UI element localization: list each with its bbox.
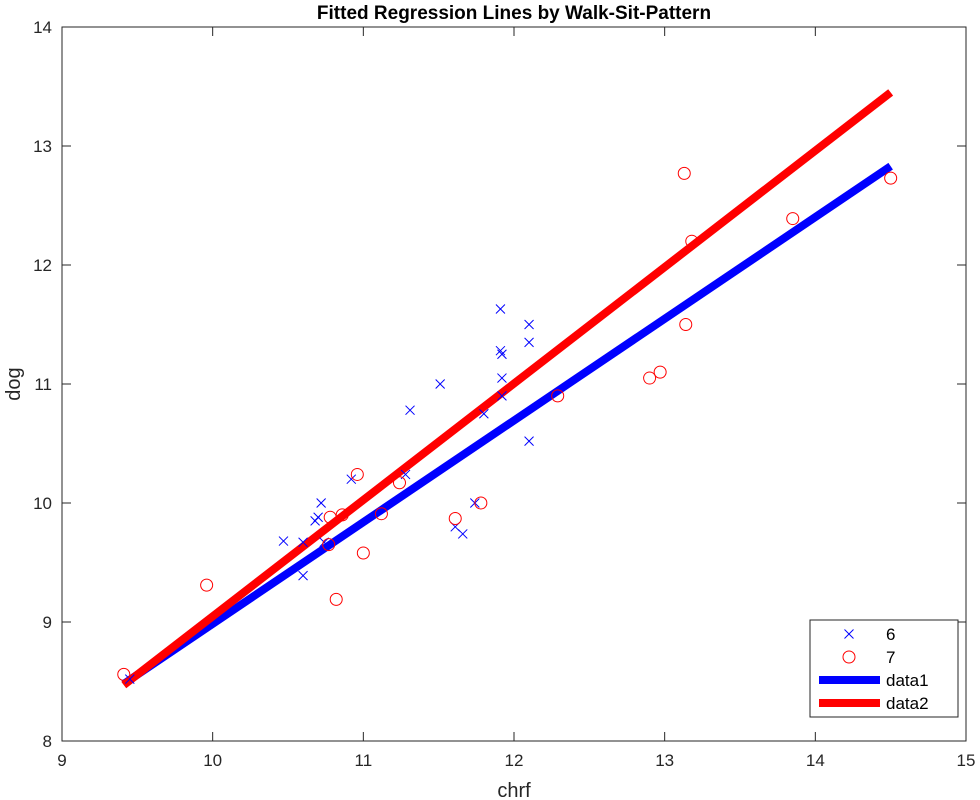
marker-x-point: [298, 570, 308, 581]
marker-o-point: [474, 496, 488, 510]
marker-x-point: [524, 436, 534, 446]
x-tick-label: 11: [355, 751, 373, 770]
x-axis-label: chrf: [497, 780, 531, 800]
marker-o-point: [786, 212, 800, 226]
marker-x-point: [124, 674, 135, 684]
x-tick-label: 14: [806, 751, 825, 770]
marker-o-point: [350, 467, 364, 481]
marker-x-point: [497, 349, 507, 360]
marker-x-point: [313, 512, 323, 523]
marker-x-stroke: [524, 319, 534, 330]
marker-x-stroke: [495, 345, 506, 356]
y-tick-label: 9: [43, 613, 52, 632]
marker-x-point: [524, 319, 534, 330]
marker-o-point: [323, 510, 337, 524]
marker-o-point: [392, 476, 406, 490]
marker-x-point: [457, 529, 468, 539]
marker-x-stroke: [524, 337, 534, 348]
marker-x-stroke: [497, 349, 507, 360]
chart-title: Fitted Regression Lines by Walk-Sit-Patt…: [317, 3, 711, 24]
marker-o-point: [551, 389, 565, 403]
legend-entry-label: data1: [886, 671, 929, 690]
marker-o-point: [884, 171, 898, 185]
y-tick-label: 12: [33, 256, 52, 275]
y-tick-label: 8: [43, 732, 52, 751]
marker-o-point: [677, 166, 691, 180]
series-7: [117, 166, 898, 681]
marker-x-stroke: [346, 474, 357, 485]
marker-o-point: [679, 318, 693, 331]
x-tick-label: 10: [203, 751, 222, 770]
series-6: [124, 304, 534, 684]
marker-x-point: [495, 304, 506, 314]
marker-x-stroke: [124, 674, 135, 684]
marker-o-point: [322, 538, 336, 552]
marker-o-point: [335, 508, 349, 522]
marker-x-stroke: [298, 570, 308, 581]
marker-o-point: [448, 511, 462, 525]
marker-x-point: [497, 373, 507, 383]
marker-o-point: [200, 578, 214, 592]
x-tick-label: 12: [505, 751, 524, 770]
marker-x-point: [435, 379, 446, 389]
marker-x-point: [316, 498, 327, 508]
marker-o-point: [329, 592, 343, 606]
marker-x-stroke: [313, 512, 323, 523]
regression-line-data2: [121, 89, 894, 689]
marker-x-stroke: [457, 529, 468, 539]
legend-marker-o: [842, 650, 856, 664]
marker-x-stroke: [405, 405, 415, 416]
x-tick-label: 13: [655, 751, 674, 770]
marker-x-stroke: [524, 436, 534, 446]
legend-entry-label: 6: [886, 625, 895, 644]
y-axis-label: dog: [3, 367, 25, 400]
series-data2: [121, 89, 894, 689]
marker-x-stroke: [278, 536, 289, 546]
legend-entry-label: data2: [886, 694, 929, 713]
marker-o-point: [374, 507, 388, 521]
marker-x-stroke: [298, 537, 308, 548]
y-tick-label: 11: [34, 375, 52, 394]
regression-line-data1: [121, 162, 893, 688]
y-tick-label: 13: [33, 137, 52, 156]
legend-entry-label: 7: [886, 648, 895, 667]
marker-x-stroke: [495, 304, 506, 314]
y-tick-label: 10: [33, 494, 52, 513]
marker-x-point: [346, 474, 357, 485]
series-data1: [121, 162, 893, 688]
x-tick-label: 9: [57, 751, 66, 770]
marker-x-point: [524, 337, 534, 348]
marker-x-stroke: [479, 408, 489, 419]
marker-o-point: [685, 234, 699, 248]
marker-x-point: [495, 345, 506, 356]
legend-marker-x: [844, 629, 854, 639]
marker-x-stroke: [316, 498, 327, 508]
marker-o-point: [643, 371, 657, 385]
marker-o-point: [356, 546, 370, 560]
marker-x-point: [479, 408, 489, 419]
marker-o-point: [117, 667, 131, 681]
marker-x-point: [298, 537, 308, 548]
legend: 6 7 data1 data2: [809, 619, 959, 718]
marker-x-point: [278, 536, 289, 546]
x-tick-label: 15: [957, 751, 976, 770]
marker-x-stroke: [497, 373, 507, 383]
marker-x-point: [405, 405, 415, 416]
marker-x-stroke: [435, 379, 446, 389]
marker-o-point: [653, 365, 667, 379]
y-tick-label: 14: [33, 18, 52, 37]
marker-x-point: [497, 391, 507, 401]
marker-x-stroke: [497, 391, 507, 401]
